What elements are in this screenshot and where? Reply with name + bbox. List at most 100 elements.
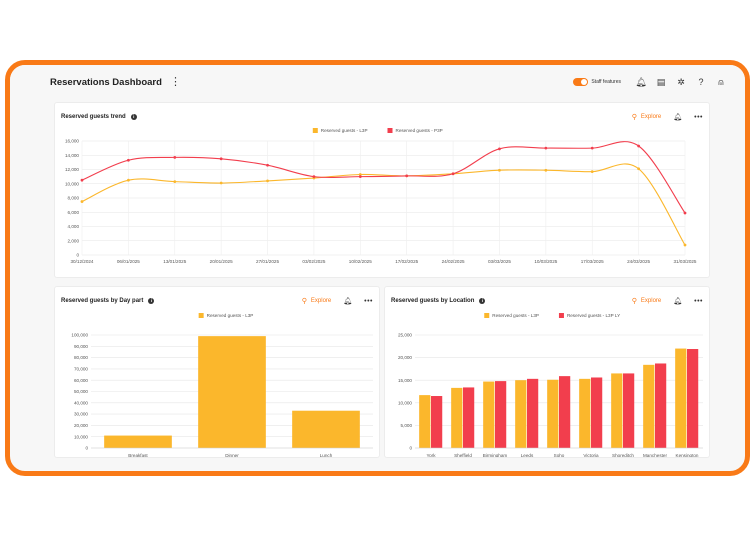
legend-label: Reserved guests - L3P [492, 313, 539, 318]
x-tick-label: 27/01/2025 [256, 259, 279, 264]
bar [419, 395, 431, 448]
y-tick-label: 50,000 [74, 389, 88, 394]
more-options-icon[interactable]: ••• [364, 297, 373, 305]
info-icon[interactable]: i [479, 298, 486, 304]
alert-bell-icon[interactable]: 🔔︎ [673, 114, 683, 121]
daypart-chart: Reserved guests - L3P 0 10,000 20,000 30,000… [71, 313, 373, 457]
y-tick-label: 0 [85, 446, 88, 451]
bar [559, 376, 571, 448]
staff-features-toggle[interactable] [573, 78, 589, 86]
alert-bell-icon[interactable]: 🔔︎ [673, 298, 683, 305]
y-tick-label: 14,000 [65, 153, 79, 158]
explore-button[interactable]: ⚲ Explore [302, 297, 331, 305]
legend-label: Reserved guests - L3P [207, 313, 254, 318]
bar [643, 364, 655, 448]
y-tick-label: 5,000 [401, 423, 413, 428]
daypart-card: Reserved guests by Day part i ⚲ Explore 🔔… [54, 286, 380, 458]
legend-swatch [484, 313, 490, 318]
data-point [358, 173, 362, 176]
data-point [80, 200, 84, 203]
explore-button[interactable]: ⚲ Explore [632, 297, 661, 305]
data-point [683, 243, 687, 247]
x-tick-label: Dinner [225, 453, 239, 457]
explore-button[interactable]: ⚲ Explore [632, 113, 661, 121]
y-tick-label: 60,000 [74, 378, 88, 383]
x-tick-label: 20/01/2025 [210, 259, 233, 264]
x-tick-label: York [426, 453, 436, 457]
bar [451, 387, 463, 448]
legend-swatch [198, 313, 204, 318]
x-tick-label: Manchester [643, 453, 667, 457]
location-chart: Reserved guests - L3P Reserved guests - L… [398, 313, 703, 457]
y-tick-label: 16,000 [65, 139, 79, 144]
search-icon: ⚲ [631, 114, 637, 121]
bell-icon[interactable]: 🔔︎ [635, 76, 647, 87]
y-tick-label: 100,000 [71, 333, 88, 338]
document-icon[interactable]: ▤ [656, 76, 666, 87]
location-card: Reserved guests by Location i ⚲ Explore 🔔… [384, 286, 710, 458]
bar [687, 349, 699, 448]
settings-icon[interactable]: ✲ [677, 76, 685, 87]
data-point [544, 168, 548, 172]
more-options-icon[interactable]: ••• [694, 113, 703, 121]
legend-swatch [312, 128, 318, 133]
data-point [173, 155, 177, 159]
search-icon: ⚲ [301, 298, 307, 305]
y-tick-label: 0 [76, 253, 79, 258]
top-bar: Reservations Dashboard ⋮ Staff features … [10, 65, 745, 99]
y-tick-label: 2,000 [68, 238, 80, 243]
x-tick-label: Victoria [583, 453, 599, 457]
bar [527, 378, 539, 448]
x-tick-label: 03/02/2025 [302, 259, 325, 264]
search-icon: ⚲ [631, 298, 637, 305]
data-point [590, 170, 594, 174]
y-tick-label: 90,000 [74, 344, 88, 349]
y-tick-label: 20,000 [74, 423, 88, 428]
y-tick-label: 4,000 [68, 224, 80, 229]
x-tick-label: Shoreditch [612, 453, 634, 457]
dashboard-frame: Reservations Dashboard ⋮ Staff features … [5, 60, 750, 476]
bar [591, 377, 603, 448]
y-tick-label: 30,000 [74, 412, 88, 417]
legend-label: Reserved guests - L3P LY [567, 313, 620, 318]
x-tick-label: Birmingham [483, 453, 508, 457]
data-point [126, 158, 130, 162]
info-icon[interactable]: i [148, 298, 155, 304]
help-icon[interactable]: ? [698, 77, 704, 87]
data-point [637, 144, 641, 148]
staff-features-label: Staff features [591, 79, 621, 85]
y-tick-label: 10,000 [65, 181, 79, 186]
data-point [498, 147, 501, 151]
x-tick-label: 06/01/2025 [117, 259, 140, 264]
x-tick-label: 10/02/2025 [349, 259, 372, 264]
x-tick-label: Leeds [521, 453, 534, 457]
data-point [498, 168, 501, 172]
data-point [405, 174, 409, 178]
title-menu-icon[interactable]: ⋮ [169, 75, 181, 88]
y-tick-label: 10,000 [74, 434, 88, 439]
legend-swatch [558, 313, 564, 318]
bar [611, 373, 623, 448]
more-options-icon[interactable]: ••• [694, 297, 703, 305]
y-tick-label: 15,000 [398, 378, 412, 383]
data-point [173, 180, 177, 184]
location-card-header: Reserved guests by Location i ⚲ Explore 🔔… [391, 295, 703, 307]
explore-label: Explore [640, 114, 662, 120]
x-tick-label: 30/12/2024 [71, 259, 94, 264]
y-tick-label: 80,000 [74, 355, 88, 360]
x-tick-label: 31/03/2025 [674, 259, 697, 264]
y-tick-label: 8,000 [68, 196, 80, 201]
info-icon[interactable]: i [130, 114, 137, 120]
alert-bell-icon[interactable]: 🔔︎ [343, 298, 353, 305]
bar [579, 378, 591, 448]
x-tick-label: 13/01/2025 [163, 259, 186, 264]
data-point [637, 167, 641, 171]
card-title: Reserved guests by Day part [61, 298, 144, 304]
user-icon[interactable]: ⍝ [718, 76, 724, 87]
y-tick-label: 6,000 [68, 210, 80, 215]
bar [431, 396, 443, 448]
explore-label: Explore [310, 298, 332, 304]
bar [483, 381, 495, 448]
bar [547, 379, 559, 448]
legend-label: Reserved guests - L3P [321, 128, 368, 133]
